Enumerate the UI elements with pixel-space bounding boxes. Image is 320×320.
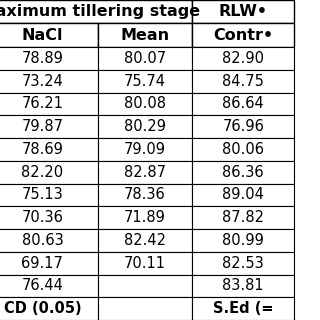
Bar	[98, 161, 192, 183]
Text: 75.13: 75.13	[21, 188, 63, 202]
Text: 82.42: 82.42	[124, 233, 166, 248]
Bar	[192, 70, 294, 92]
Text: NaCl: NaCl	[22, 28, 63, 43]
Text: 82.20: 82.20	[21, 165, 63, 180]
Text: S.Ed (=: S.Ed (=	[213, 301, 274, 316]
Bar	[98, 275, 192, 297]
Bar	[98, 23, 192, 47]
Bar	[192, 252, 294, 275]
Bar	[98, 206, 192, 229]
Bar	[98, 252, 192, 275]
Text: CD (0.05): CD (0.05)	[4, 301, 81, 316]
Bar	[0, 47, 98, 70]
Text: 78.69: 78.69	[21, 142, 63, 157]
Text: 70.11: 70.11	[124, 256, 166, 271]
Text: 80.08: 80.08	[124, 96, 166, 111]
Bar	[0, 92, 98, 115]
Text: 82.90: 82.90	[222, 51, 264, 66]
Bar	[98, 70, 192, 92]
Bar	[0, 115, 98, 138]
Bar	[192, 23, 294, 47]
Text: 82.87: 82.87	[124, 165, 166, 180]
Bar	[0, 206, 98, 229]
Text: 76.21: 76.21	[21, 96, 63, 111]
Bar	[192, 115, 294, 138]
Bar	[0, 297, 98, 320]
Text: 76.96: 76.96	[222, 119, 264, 134]
Text: 80.63: 80.63	[21, 233, 63, 248]
Text: RLW•: RLW•	[219, 4, 268, 19]
Bar	[98, 92, 192, 115]
Text: 70.36: 70.36	[21, 210, 63, 225]
Text: 84.75: 84.75	[222, 74, 264, 89]
Bar	[0, 184, 98, 206]
Bar	[98, 115, 192, 138]
Bar	[192, 92, 294, 115]
Text: 89.04: 89.04	[222, 188, 264, 202]
Text: 83.81: 83.81	[222, 278, 264, 293]
Bar	[192, 0, 294, 23]
Bar	[0, 229, 98, 252]
Bar	[192, 138, 294, 161]
Bar	[0, 252, 98, 275]
Bar	[98, 47, 192, 70]
Bar	[192, 47, 294, 70]
Bar	[98, 297, 192, 320]
Text: 79.87: 79.87	[21, 119, 63, 134]
Bar	[0, 138, 98, 161]
Bar	[98, 184, 192, 206]
Bar	[192, 229, 294, 252]
Bar	[192, 275, 294, 297]
Text: 75.74: 75.74	[124, 74, 166, 89]
Bar	[192, 161, 294, 183]
Text: 80.06: 80.06	[222, 142, 264, 157]
Text: Contr•: Contr•	[213, 28, 273, 43]
Text: Mean: Mean	[120, 28, 169, 43]
Text: 86.64: 86.64	[222, 96, 264, 111]
Bar	[0, 23, 98, 47]
Bar	[0, 70, 98, 92]
Text: 71.89: 71.89	[124, 210, 166, 225]
Bar	[0, 161, 98, 183]
Bar	[192, 206, 294, 229]
Text: 82.53: 82.53	[222, 256, 264, 271]
Bar	[0, 275, 98, 297]
Text: 78.36: 78.36	[124, 188, 166, 202]
Text: 78.89: 78.89	[21, 51, 63, 66]
Text: maximum tillering stage: maximum tillering stage	[0, 4, 200, 19]
Bar	[98, 138, 192, 161]
Text: 76.44: 76.44	[21, 278, 63, 293]
Text: 79.09: 79.09	[124, 142, 166, 157]
Text: 80.99: 80.99	[222, 233, 264, 248]
Bar	[0, 0, 192, 23]
Text: 80.29: 80.29	[124, 119, 166, 134]
Bar	[98, 229, 192, 252]
Bar	[192, 184, 294, 206]
Text: 73.24: 73.24	[21, 74, 63, 89]
Text: 87.82: 87.82	[222, 210, 264, 225]
Text: 80.07: 80.07	[124, 51, 166, 66]
Bar	[192, 297, 294, 320]
Text: 69.17: 69.17	[21, 256, 63, 271]
Text: 86.36: 86.36	[222, 165, 264, 180]
